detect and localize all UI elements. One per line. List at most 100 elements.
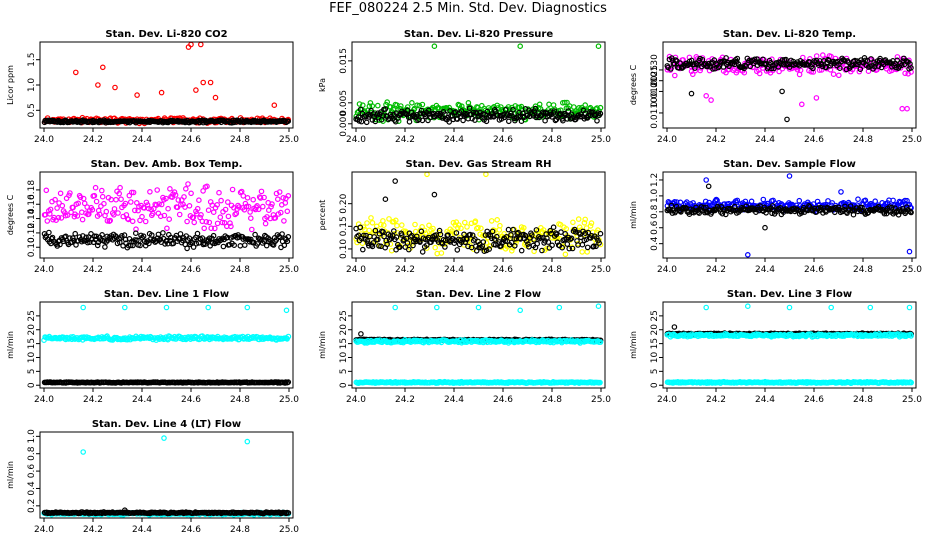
plot-frame (351, 41, 606, 129)
data-point (813, 53, 820, 59)
plot-title: Stan. Dev. Line 4 (LT) Flow (92, 419, 241, 430)
data-point (228, 223, 234, 230)
x-tick-label: 24.2 (83, 265, 103, 275)
data-point (283, 307, 290, 314)
y-tick-label: 1.0 (27, 78, 37, 93)
data-point (249, 226, 255, 233)
data-point (421, 227, 428, 234)
data-point (671, 72, 678, 79)
data-point (576, 224, 583, 231)
data-point (194, 230, 201, 237)
data-point (597, 104, 604, 111)
data-point (269, 201, 275, 207)
data-point (838, 189, 844, 195)
data-point (227, 220, 233, 226)
x-tick-label: 24.2 (395, 395, 415, 405)
data-point (902, 197, 908, 204)
data-point (397, 103, 404, 109)
plot-frame (351, 171, 606, 259)
data-point (190, 214, 197, 221)
data-point (364, 238, 371, 244)
data-point (587, 223, 594, 229)
data-point (73, 69, 79, 76)
data-point (285, 234, 292, 240)
data-point (483, 240, 490, 246)
data-point (575, 216, 582, 222)
data-point (693, 204, 699, 211)
y-tick-label: 0.005 (339, 90, 349, 116)
data-point (146, 240, 152, 247)
data-point (765, 200, 772, 207)
data-point (244, 304, 251, 311)
data-point (570, 219, 576, 226)
data-point (358, 331, 364, 337)
data-point (57, 241, 63, 248)
data-point (70, 204, 76, 211)
data-point (87, 207, 93, 214)
data-point (744, 303, 751, 310)
data-point (871, 63, 878, 70)
x-tick-label: 24.6 (804, 265, 824, 275)
data-point (813, 57, 820, 64)
data-point (899, 105, 906, 112)
data-point (262, 220, 269, 227)
data-point (64, 212, 71, 219)
x-tick-label: 24.6 (804, 135, 824, 145)
data-point (137, 242, 143, 249)
data-point (703, 304, 710, 311)
data-point (83, 234, 89, 241)
data-point (277, 209, 284, 216)
x-tick-label: 24.4 (755, 135, 775, 145)
data-point (857, 66, 864, 73)
x-tick-label: 24.2 (706, 395, 726, 405)
data-point (184, 245, 190, 252)
data-point (505, 226, 512, 233)
plot-title: Stan. Dev. Amb. Box Temp. (91, 159, 243, 170)
data-point (404, 104, 411, 110)
data-point (419, 101, 426, 108)
data-point (472, 218, 479, 225)
data-point (510, 107, 516, 113)
data-point (593, 243, 599, 250)
x-tick-label: 24.8 (230, 265, 250, 275)
data-point (263, 242, 270, 249)
data-point (518, 103, 525, 110)
data-point (844, 210, 850, 216)
data-point (493, 233, 500, 240)
data-point (596, 240, 602, 246)
data-point (454, 225, 461, 231)
data-point (836, 65, 843, 72)
data-point (394, 222, 400, 229)
data-point (533, 227, 540, 233)
data-point (198, 41, 204, 48)
y-tick-label: 0.0120 (650, 75, 660, 107)
data-point (237, 243, 244, 249)
data-point (285, 193, 292, 199)
data-point (412, 221, 418, 228)
data-point (214, 220, 221, 227)
data-point (103, 208, 110, 215)
data-point (272, 215, 279, 221)
data-point (498, 243, 504, 249)
data-point (894, 57, 901, 64)
data-point (158, 201, 165, 208)
data-point (595, 227, 601, 233)
data-point (282, 118, 288, 124)
data-point (198, 212, 204, 218)
data-point (386, 216, 392, 222)
data-point (112, 84, 118, 91)
data-point (225, 199, 231, 205)
y-tick-label: 0.6 (650, 220, 660, 235)
x-tick-label: 24.8 (230, 135, 250, 145)
x-tick-label: 24.4 (132, 135, 152, 145)
data-point (810, 69, 817, 75)
data-point (796, 197, 803, 204)
data-point (396, 244, 403, 251)
data-point (887, 59, 893, 66)
data-point (398, 222, 405, 228)
data-point (534, 240, 541, 247)
x-tick-label: 24.6 (493, 135, 513, 145)
data-point (894, 54, 901, 60)
